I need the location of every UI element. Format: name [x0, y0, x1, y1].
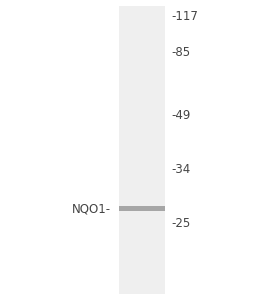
- Text: -34: -34: [171, 163, 191, 176]
- Text: NQO1-: NQO1-: [72, 202, 111, 215]
- Text: -117: -117: [171, 10, 198, 23]
- Text: -85: -85: [171, 46, 191, 59]
- Bar: [119, 206, 165, 211]
- Text: -25: -25: [171, 217, 191, 230]
- Text: -49: -49: [171, 109, 191, 122]
- Bar: [119, 6, 165, 294]
